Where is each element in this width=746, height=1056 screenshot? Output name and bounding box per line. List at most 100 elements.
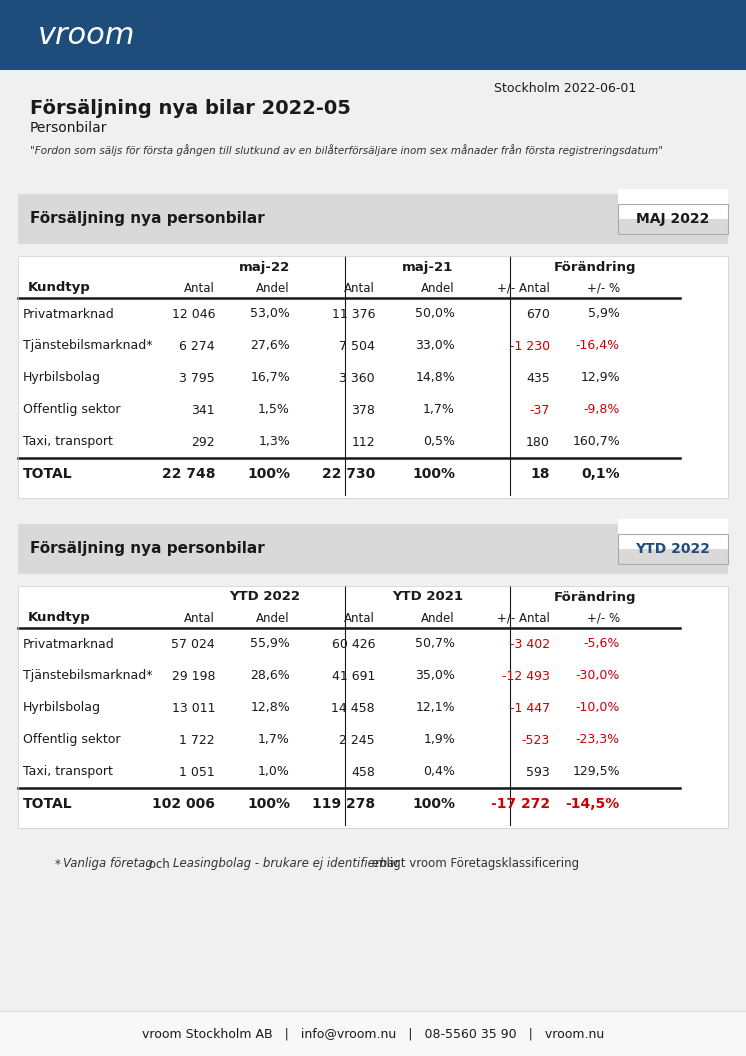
Text: 28,6%: 28,6%: [250, 670, 290, 682]
Text: Leasingbolag - brukare ej identifierbar: Leasingbolag - brukare ej identifierbar: [173, 857, 399, 870]
Text: Tjänstebilsmarknad*: Tjänstebilsmarknad*: [23, 339, 152, 353]
Text: 160,7%: 160,7%: [572, 435, 620, 449]
Bar: [18, 256, 728, 498]
Text: 12,1%: 12,1%: [416, 701, 455, 715]
Text: 13 011: 13 011: [172, 701, 215, 715]
Bar: [618, 518, 728, 549]
Text: Andel: Andel: [257, 282, 290, 295]
Text: MAJ 2022: MAJ 2022: [636, 212, 709, 226]
Bar: [0, 0, 746, 70]
Text: 12,9%: 12,9%: [580, 372, 620, 384]
Text: 60 426: 60 426: [331, 638, 375, 650]
Text: -14,5%: -14,5%: [565, 797, 620, 811]
Text: 2 245: 2 245: [339, 734, 375, 747]
Text: Försäljning nya personbilar: Försäljning nya personbilar: [30, 211, 265, 226]
Bar: [18, 586, 728, 828]
Text: Tjänstebilsmarknad*: Tjänstebilsmarknad*: [23, 670, 152, 682]
Bar: [0, 1011, 746, 1056]
Text: -9,8%: -9,8%: [583, 403, 620, 416]
Text: Andel: Andel: [421, 282, 455, 295]
Text: -1 447: -1 447: [510, 701, 550, 715]
Bar: [618, 189, 728, 219]
Text: 1,9%: 1,9%: [423, 734, 455, 747]
Text: 100%: 100%: [247, 797, 290, 811]
Text: och: och: [145, 857, 174, 870]
Text: 112: 112: [351, 435, 375, 449]
Text: 1,7%: 1,7%: [423, 403, 455, 416]
Text: -16,4%: -16,4%: [576, 339, 620, 353]
Text: +/- %: +/- %: [587, 282, 620, 295]
Text: -12 493: -12 493: [502, 670, 550, 682]
Text: 3 360: 3 360: [339, 372, 375, 384]
Text: Kundtyp: Kundtyp: [28, 282, 91, 295]
Text: +/- %: +/- %: [587, 611, 620, 624]
Text: 458: 458: [351, 766, 375, 778]
Text: -17 272: -17 272: [491, 797, 550, 811]
Text: Personbilar: Personbilar: [30, 121, 107, 135]
Text: "Fordon som säljs för första gången till slutkund av en bilåterförsäljare inom s: "Fordon som säljs för första gången till…: [30, 144, 663, 156]
Text: 1,0%: 1,0%: [258, 766, 290, 778]
Text: 7 504: 7 504: [339, 339, 375, 353]
Bar: [18, 256, 728, 498]
Text: Vanliga företag: Vanliga företag: [63, 857, 153, 870]
Bar: [618, 204, 728, 234]
Text: 378: 378: [351, 403, 375, 416]
Text: -523: -523: [521, 734, 550, 747]
Text: 57 024: 57 024: [172, 638, 215, 650]
Text: vroom: vroom: [38, 20, 136, 50]
Text: 33,0%: 33,0%: [416, 339, 455, 353]
Text: 55,9%: 55,9%: [250, 638, 290, 650]
Text: Försäljning nya bilar 2022-05: Försäljning nya bilar 2022-05: [30, 98, 351, 117]
Text: +/- Antal: +/- Antal: [497, 611, 550, 624]
Text: 100%: 100%: [247, 467, 290, 480]
Text: 593: 593: [526, 766, 550, 778]
Text: Taxi, transport: Taxi, transport: [23, 766, 113, 778]
Text: Antal: Antal: [344, 611, 375, 624]
Text: 129,5%: 129,5%: [572, 766, 620, 778]
Text: 50,7%: 50,7%: [415, 638, 455, 650]
Text: 292: 292: [192, 435, 215, 449]
Text: -5,6%: -5,6%: [583, 638, 620, 650]
Text: 22 748: 22 748: [161, 467, 215, 480]
Text: Offentlig sektor: Offentlig sektor: [23, 734, 121, 747]
Text: -3 402: -3 402: [510, 638, 550, 650]
Text: Taxi, transport: Taxi, transport: [23, 435, 113, 449]
Text: Förändring: Förändring: [554, 590, 636, 603]
Bar: [18, 524, 728, 574]
Text: YTD 2022: YTD 2022: [636, 542, 710, 557]
Text: Privatmarknad: Privatmarknad: [23, 307, 115, 321]
Text: +/- Antal: +/- Antal: [497, 282, 550, 295]
Text: 1,7%: 1,7%: [258, 734, 290, 747]
Text: YTD 2021: YTD 2021: [392, 590, 463, 603]
Text: Förändring: Förändring: [554, 261, 636, 274]
Bar: [18, 194, 728, 244]
Text: *: *: [55, 857, 65, 870]
Text: Försäljning nya personbilar: Försäljning nya personbilar: [30, 542, 265, 557]
Text: maj-21: maj-21: [402, 261, 453, 274]
Text: TOTAL: TOTAL: [23, 467, 72, 480]
Text: Antal: Antal: [184, 282, 215, 295]
Text: 1 051: 1 051: [179, 766, 215, 778]
Text: 5,9%: 5,9%: [588, 307, 620, 321]
Text: Stockholm 2022-06-01: Stockholm 2022-06-01: [494, 81, 636, 94]
Text: Kundtyp: Kundtyp: [28, 611, 91, 624]
Text: 16,7%: 16,7%: [250, 372, 290, 384]
Text: 100%: 100%: [412, 797, 455, 811]
Bar: [618, 534, 728, 564]
Bar: [18, 586, 728, 828]
Text: 12 046: 12 046: [172, 307, 215, 321]
Text: -23,3%: -23,3%: [576, 734, 620, 747]
Text: TOTAL: TOTAL: [23, 797, 72, 811]
Text: 670: 670: [526, 307, 550, 321]
Text: 22 730: 22 730: [322, 467, 375, 480]
Text: 11 376: 11 376: [331, 307, 375, 321]
Text: 35,0%: 35,0%: [415, 670, 455, 682]
Text: 1,5%: 1,5%: [258, 403, 290, 416]
Text: 53,0%: 53,0%: [250, 307, 290, 321]
Text: Privatmarknad: Privatmarknad: [23, 638, 115, 650]
Text: Andel: Andel: [421, 611, 455, 624]
Text: Andel: Andel: [257, 611, 290, 624]
Text: Offentlig sektor: Offentlig sektor: [23, 403, 121, 416]
Text: 14 458: 14 458: [331, 701, 375, 715]
Text: 341: 341: [192, 403, 215, 416]
